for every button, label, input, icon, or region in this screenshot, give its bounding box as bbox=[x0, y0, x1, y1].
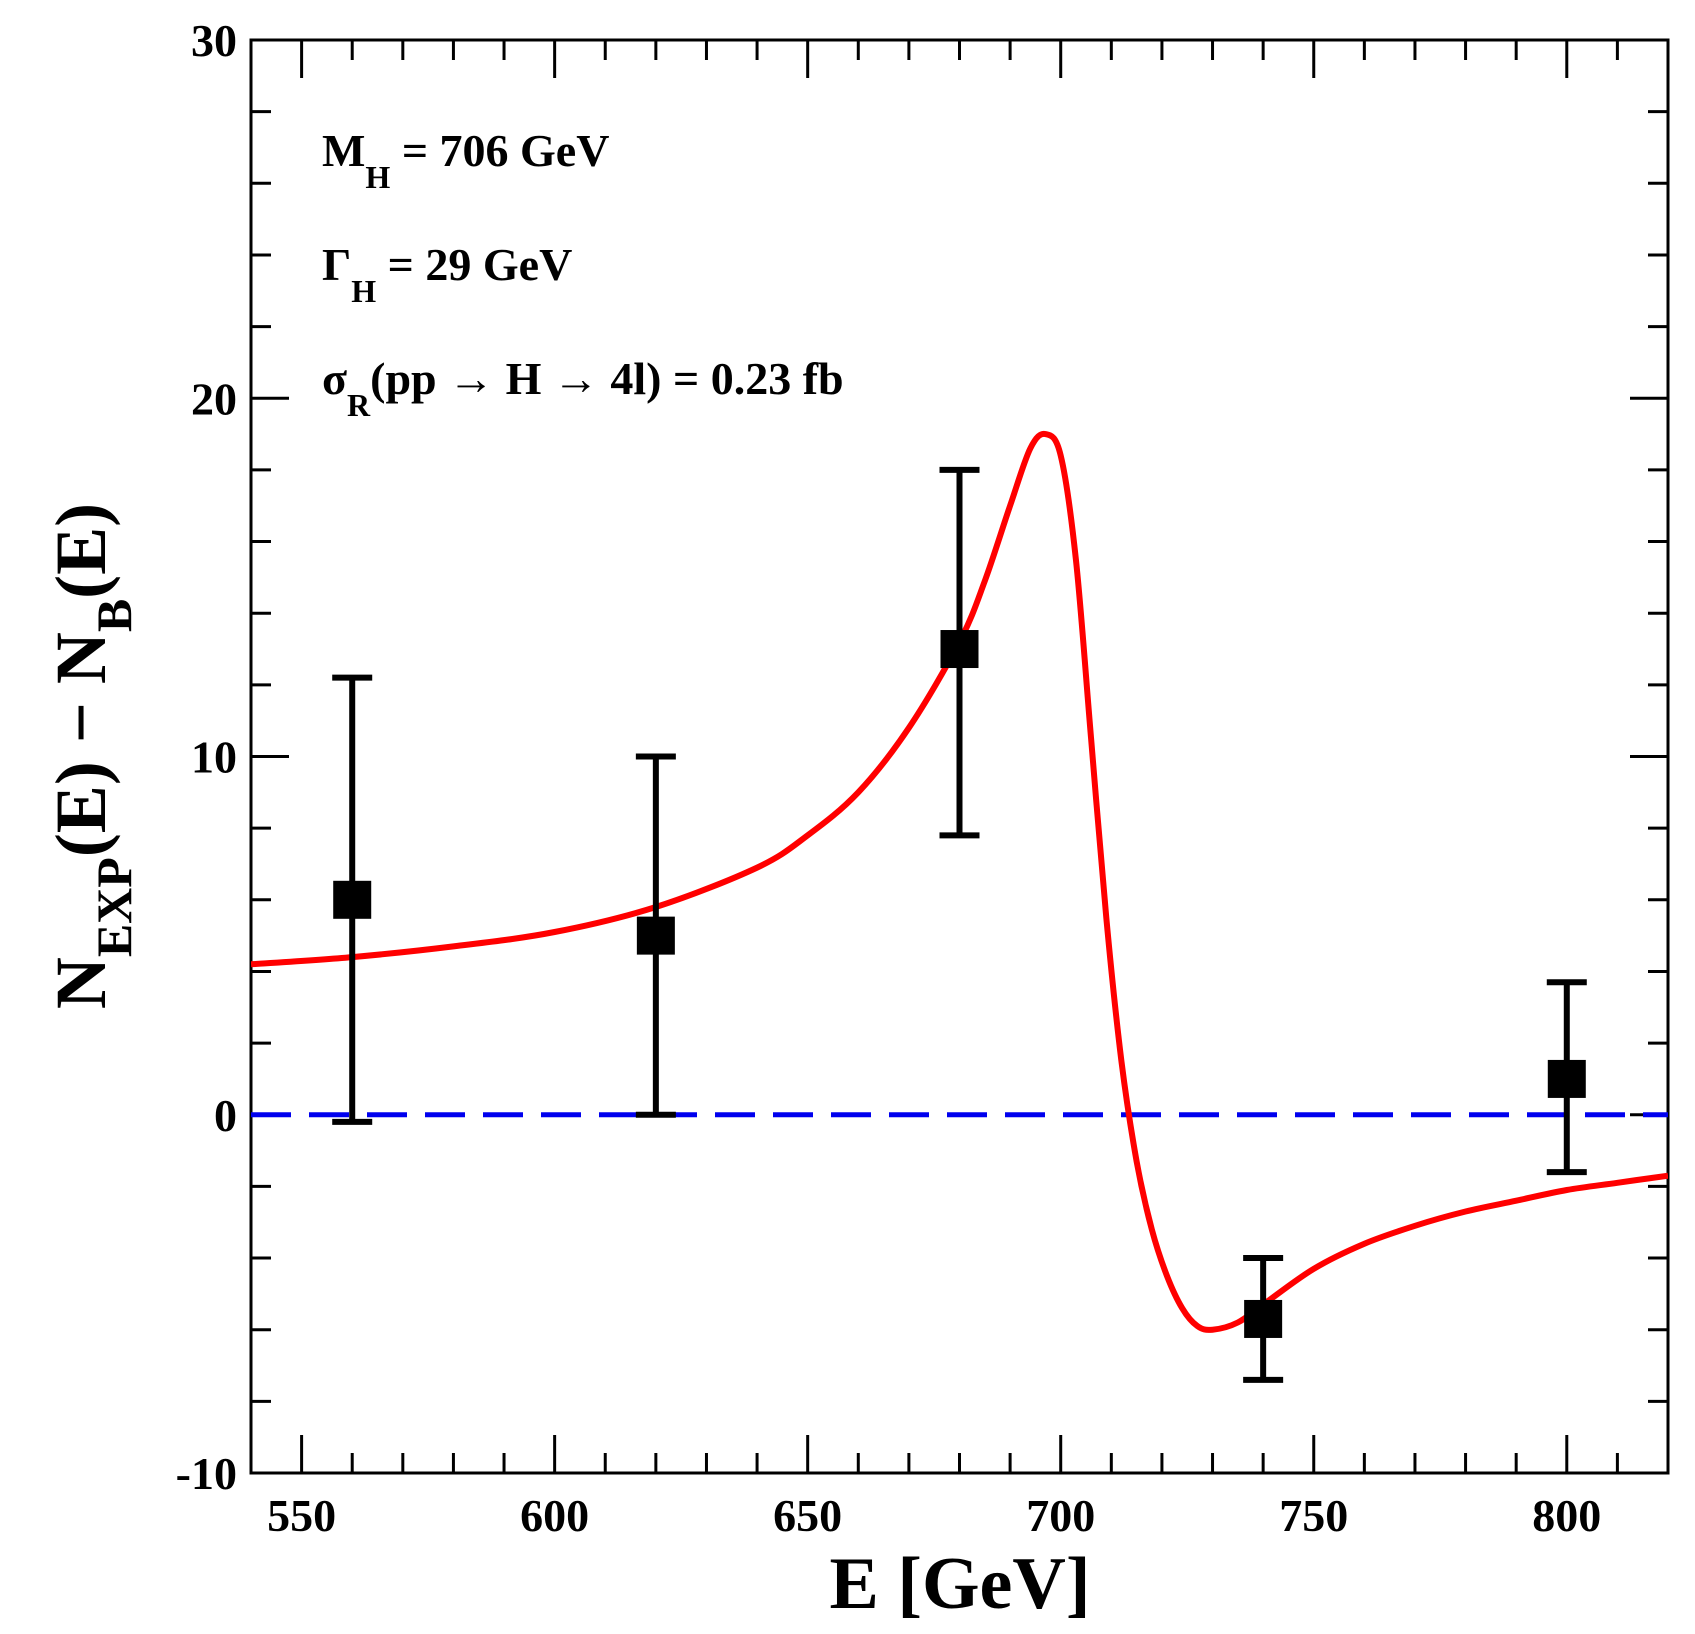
x-tick-label: 600 bbox=[520, 1490, 589, 1541]
y-tick-label: 10 bbox=[191, 732, 237, 783]
mass-annotation: MH = 706 GeV bbox=[322, 125, 609, 195]
x-tick-label: 800 bbox=[1532, 1490, 1601, 1541]
data-point-marker bbox=[940, 630, 979, 669]
plot-area bbox=[251, 430, 1668, 1383]
x-tick-label: 700 bbox=[1026, 1490, 1095, 1541]
data-point-marker bbox=[1244, 1299, 1283, 1338]
y-tick-label: -10 bbox=[176, 1448, 237, 1499]
x-tick-label: 750 bbox=[1279, 1490, 1348, 1541]
y-tick-label: 30 bbox=[191, 15, 237, 66]
tick-labels: 550 600 650 700 750 800 -10 0 10 20 30 bbox=[176, 15, 1602, 1541]
x-axis-title: E [GeV] bbox=[830, 1543, 1091, 1625]
data-point-marker bbox=[1547, 1059, 1586, 1098]
data-point-marker bbox=[333, 880, 372, 919]
y-tick-label: 0 bbox=[214, 1090, 237, 1141]
minor-ticks bbox=[249, 40, 1670, 1473]
x-tick-label: 650 bbox=[773, 1490, 842, 1541]
data-point-marker bbox=[636, 916, 675, 955]
y-tick-label: 20 bbox=[191, 373, 237, 424]
x-tick-label: 550 bbox=[267, 1490, 336, 1541]
width-annotation: ΓH = 29 GeV bbox=[322, 239, 572, 309]
cross-section-annotation: σR(pp → H → 4l) = 0.23 fb bbox=[322, 353, 844, 423]
data-points bbox=[332, 466, 1587, 1383]
resonance-curve-line bbox=[251, 430, 1668, 1333]
y-axis-title: NEXP(E) − NB(E) bbox=[41, 503, 142, 1009]
